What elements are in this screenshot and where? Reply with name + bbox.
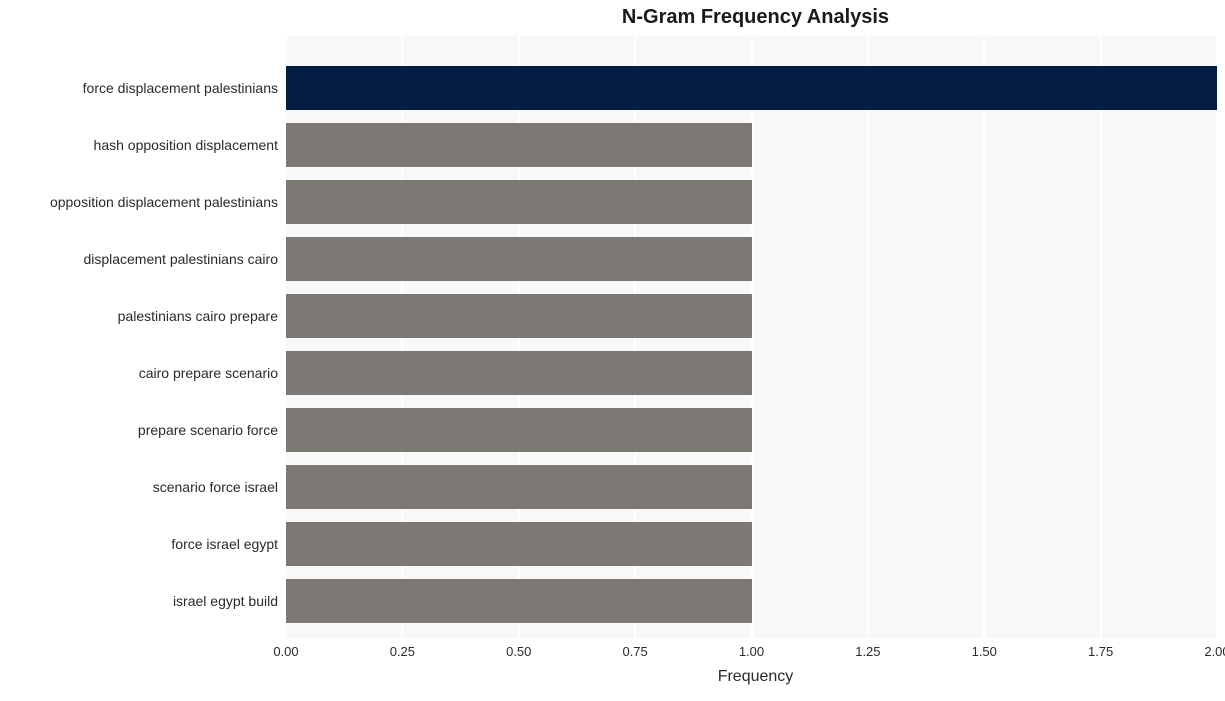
x-tick-label: 1.50 [972, 644, 997, 659]
bar-row [286, 408, 752, 452]
y-tick-label: force displacement palestinians [0, 66, 278, 110]
bar-row [286, 123, 752, 167]
y-tick-label: hash opposition displacement [0, 123, 278, 167]
bar-row [286, 237, 752, 281]
bar-row [286, 579, 752, 623]
y-tick-label: palestinians cairo prepare [0, 294, 278, 338]
x-axis-title: Frequency [0, 668, 1225, 686]
bar [286, 180, 752, 224]
chart-title: N-Gram Frequency Analysis [0, 6, 1225, 29]
bar [286, 66, 1217, 110]
bar [286, 408, 752, 452]
bar-row [286, 465, 752, 509]
y-tick-label: scenario force israel [0, 465, 278, 509]
y-tick-label: displacement palestinians cairo [0, 237, 278, 281]
bar [286, 123, 752, 167]
x-tick-label: 0.00 [273, 644, 298, 659]
bar [286, 522, 752, 566]
ngram-frequency-chart: N-Gram Frequency Analysis Frequency 0.00… [0, 0, 1225, 701]
grid-line [867, 36, 869, 638]
plot-area [286, 36, 1217, 638]
bar [286, 237, 752, 281]
y-tick-label: israel egypt build [0, 579, 278, 623]
bar-row [286, 180, 752, 224]
x-tick-label: 1.75 [1088, 644, 1113, 659]
x-tick-label: 0.25 [390, 644, 415, 659]
bar [286, 465, 752, 509]
bar-row [286, 294, 752, 338]
bar-row [286, 66, 1217, 110]
x-tick-label: 1.00 [739, 644, 764, 659]
grid-line [1216, 36, 1218, 638]
x-tick-label: 2.00 [1204, 644, 1225, 659]
grid-line [983, 36, 985, 638]
y-tick-label: opposition displacement palestinians [0, 180, 278, 224]
x-tick-label: 1.25 [855, 644, 880, 659]
x-tick-label: 0.75 [622, 644, 647, 659]
y-tick-label: cairo prepare scenario [0, 351, 278, 395]
grid-line [1100, 36, 1102, 638]
bar-row [286, 351, 752, 395]
bar [286, 294, 752, 338]
x-tick-label: 0.50 [506, 644, 531, 659]
y-tick-label: force israel egypt [0, 522, 278, 566]
bar [286, 579, 752, 623]
bar [286, 351, 752, 395]
y-tick-label: prepare scenario force [0, 408, 278, 452]
bar-row [286, 522, 752, 566]
